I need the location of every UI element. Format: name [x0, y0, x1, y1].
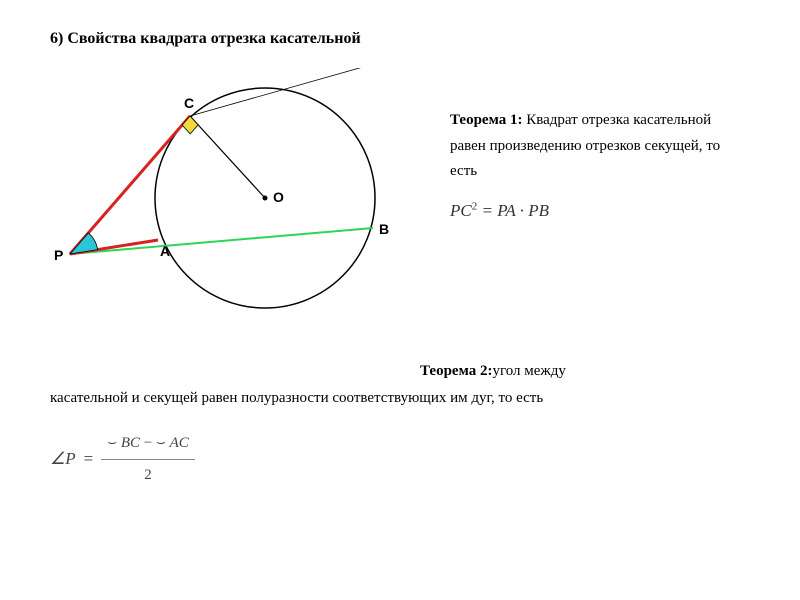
svg-text:A: A: [160, 243, 170, 259]
theorem1-label: Теорема 1:: [450, 112, 522, 128]
formula2: ∠P = ⌣ BC − ⌣ AC 2: [50, 430, 195, 489]
svg-text:C: C: [184, 95, 194, 111]
section-heading: 6) Свойства квадрата отрезка касательной: [50, 30, 750, 48]
theorem2-block: Теорема 2:угол между касательной и секущ…: [50, 358, 750, 489]
theorem2-label: Теорема 2:: [420, 363, 492, 379]
content-row: O P A B C Теорема 1: Квадрат отрезка касател…: [50, 68, 750, 348]
theorem1-block: Теорема 1: Квадрат отрезка касательной р…: [450, 68, 750, 225]
formula1: PC2 = PA · PB: [450, 197, 750, 226]
fraction: ⌣ BC − ⌣ AC 2: [101, 430, 195, 489]
geometry-diagram: O P A B C: [50, 68, 420, 348]
theorem2-text-line1: угол между: [492, 363, 565, 379]
svg-text:O: O: [273, 189, 284, 205]
theorem2-text-line2: касательной и секущей равен полуразности…: [50, 385, 750, 412]
svg-text:B: B: [379, 221, 389, 237]
svg-text:P: P: [54, 247, 63, 263]
